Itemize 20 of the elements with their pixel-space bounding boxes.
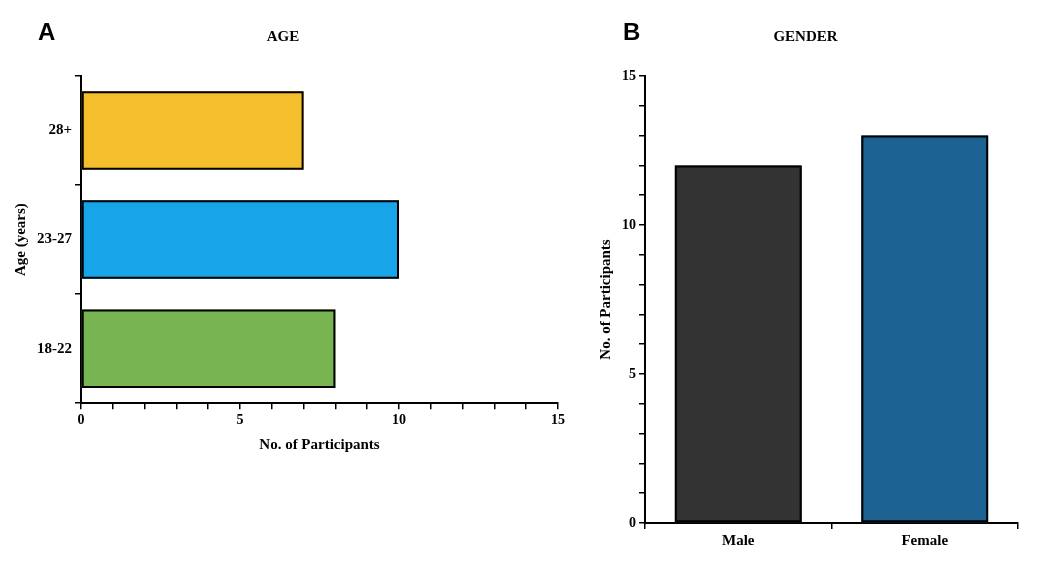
y-tick-label: 23-27 <box>37 230 73 247</box>
x-tick-label: Male <box>722 531 755 548</box>
x-tick-label: 15 <box>551 412 565 428</box>
y-tick-label: 18-22 <box>37 339 72 356</box>
y-tick-label: 15 <box>622 67 636 83</box>
y-tick-label: 28+ <box>48 121 72 138</box>
x-tick-label: 0 <box>77 412 85 428</box>
y-tick-label: 5 <box>629 365 636 381</box>
y-axis-title: Age (years) <box>11 203 29 277</box>
x-axis-title: No. of Participants <box>259 435 380 452</box>
x-tick-label: 5 <box>236 412 244 428</box>
chart-title: AGE <box>266 27 300 44</box>
x-tick-label: Female <box>901 531 949 548</box>
chart-title: GENDER <box>773 27 838 44</box>
y-axis-title: No. of Participants <box>596 239 613 360</box>
text: B <box>623 18 641 46</box>
x-tick-label: 10 <box>392 412 406 428</box>
text: A <box>38 18 56 46</box>
y-tick-label: 10 <box>622 216 636 232</box>
y-tick-label: 0 <box>629 514 636 530</box>
